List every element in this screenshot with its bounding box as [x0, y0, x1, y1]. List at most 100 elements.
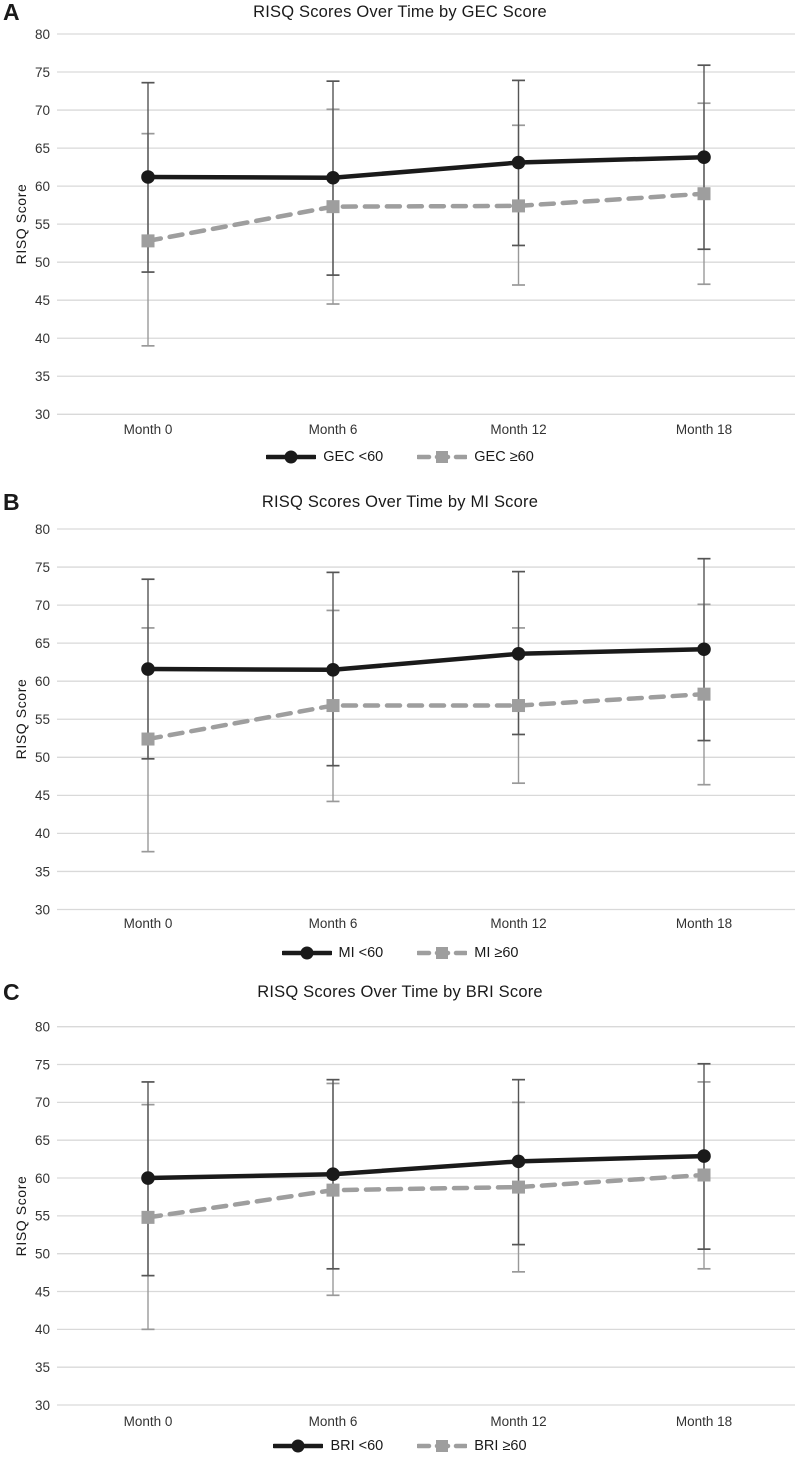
- x-tick-label: Month 6: [309, 1414, 358, 1429]
- legend-key-marker: [291, 1439, 305, 1453]
- series-line-dashed: [145, 691, 707, 742]
- data-point-marker: [511, 1154, 526, 1169]
- y-tick-label: 65: [35, 636, 50, 651]
- y-tick-label: 70: [35, 598, 50, 613]
- legend-item: GEC ≥60: [417, 449, 534, 465]
- y-tick-label: 40: [35, 826, 50, 841]
- data-point-marker: [697, 642, 711, 657]
- legend: BRI <60 BRI ≥60: [0, 1438, 800, 1454]
- legend-dash-square-icon: [417, 451, 468, 463]
- legend-line-circle-icon: [281, 946, 332, 960]
- y-tick-label: 70: [35, 103, 50, 118]
- panel-letter-B: B: [3, 490, 20, 515]
- y-tick-label: 65: [35, 1133, 50, 1148]
- legend-dash-square-icon: [417, 1440, 468, 1452]
- data-point-marker: [697, 1168, 711, 1182]
- data-point-marker: [512, 1180, 525, 1194]
- x-tick-label: Month 12: [490, 422, 546, 437]
- y-tick-label: 35: [35, 369, 50, 384]
- x-tick-label: Month 18: [676, 916, 732, 931]
- y-tick-label: 30: [35, 902, 50, 917]
- y-tick-label: 55: [35, 1209, 50, 1224]
- panel-letter-C: C: [3, 980, 20, 1005]
- x-tick-label: Month 18: [676, 422, 732, 437]
- legend-key-marker: [436, 947, 449, 959]
- legend-item: MI ≥60: [417, 945, 518, 961]
- y-tick-label: 35: [35, 864, 50, 879]
- series-line-dashed: [145, 191, 707, 244]
- chart-title: RISQ Scores Over Time by GEC Score: [253, 3, 547, 21]
- line-chart-MI: 30 35 40 45 50 55 60 65 70 75 80 Month 0 Month 6 Mont…: [35, 522, 795, 931]
- series-line-dashed: [145, 1172, 707, 1220]
- chart-title: RISQ Scores Over Time by BRI Score: [257, 983, 543, 1001]
- y-tick-label: 35: [35, 1360, 50, 1375]
- legend-label: BRI <60: [330, 1438, 384, 1454]
- y-tick-label: 65: [35, 141, 50, 156]
- x-tick-label: Month 0: [124, 422, 173, 437]
- y-tick-label: 50: [35, 255, 50, 270]
- panel-B: B RISQ Scores Over Time by MI Score RISQ…: [0, 490, 800, 980]
- y-tick-label: 80: [35, 1020, 50, 1035]
- data-point-marker: [141, 1171, 155, 1185]
- y-tick-label: 50: [35, 750, 50, 765]
- data-point-marker: [697, 687, 711, 701]
- data-point-marker: [326, 662, 340, 677]
- x-tick-label: Month 0: [124, 916, 173, 931]
- data-point-marker: [512, 699, 525, 713]
- y-tick-label: 30: [35, 407, 50, 422]
- data-point-marker: [141, 170, 155, 184]
- legend-dash-square-icon: [417, 947, 468, 959]
- legend: MI <60 MI ≥60: [0, 945, 800, 961]
- data-point-marker: [697, 1149, 711, 1163]
- data-point-marker: [141, 1210, 155, 1224]
- legend-label: BRI ≥60: [474, 1438, 527, 1454]
- y-tick-label: 70: [35, 1095, 50, 1110]
- legend-item: MI <60: [281, 945, 383, 961]
- y-tick-label: 80: [35, 522, 50, 537]
- y-tick-label: 45: [35, 1284, 50, 1299]
- data-point-marker: [697, 187, 711, 201]
- line-chart-BRI: 30 35 40 45 50 55 60 65 70 75 80 Month 0 Month 6 Mont…: [35, 1020, 795, 1429]
- chart-title: RISQ Scores Over Time by MI Score: [261, 493, 539, 511]
- y-tick-label: 55: [35, 712, 50, 727]
- x-tick-label: Month 6: [309, 916, 358, 931]
- data-point-marker: [511, 647, 526, 661]
- data-point-marker: [326, 200, 340, 214]
- data-point-marker: [326, 1183, 340, 1197]
- legend-item: BRI <60: [273, 1438, 383, 1454]
- legend-key-marker: [300, 946, 314, 960]
- y-tick-label: 50: [35, 1246, 50, 1261]
- data-point-marker: [141, 732, 155, 746]
- legend-key-marker: [436, 451, 449, 463]
- y-tick-label: 55: [35, 217, 50, 232]
- y-tick-label: 75: [35, 560, 50, 575]
- data-point-marker: [326, 1167, 340, 1182]
- x-tick-label: Month 0: [124, 1414, 173, 1429]
- data-point-marker: [141, 662, 155, 676]
- legend-line-circle-icon: [273, 1439, 324, 1453]
- series-line-solid: [145, 1153, 707, 1181]
- y-tick-label: 45: [35, 788, 50, 803]
- legend: GEC <60 GEC ≥60: [0, 449, 800, 465]
- y-tick-label: 75: [35, 65, 50, 80]
- legend-key-marker: [436, 1440, 449, 1452]
- legend-label: MI ≥60: [474, 945, 519, 961]
- y-tick-label: 80: [35, 27, 50, 42]
- data-point-marker: [326, 699, 340, 713]
- legend-item: GEC <60: [266, 449, 383, 465]
- y-tick-label: 40: [35, 331, 50, 346]
- y-tick-label: 60: [35, 674, 50, 689]
- data-point-marker: [512, 199, 525, 213]
- series-line-solid: [145, 154, 707, 181]
- series-line-solid: [145, 646, 707, 673]
- data-point-marker: [326, 170, 340, 185]
- legend-line-circle-icon: [266, 450, 317, 464]
- panel-C: C RISQ Scores Over Time by BRI Score RIS…: [0, 980, 800, 1459]
- y-tick-label: 40: [35, 1322, 50, 1337]
- panel-letter-A: A: [3, 0, 20, 25]
- y-tick-label: 45: [35, 293, 50, 308]
- x-tick-label: Month 6: [309, 422, 358, 437]
- line-chart-GEC: 30 35 40 45 50 55 60 65 70 75 80 Month 0 Month 6 Mont…: [35, 27, 795, 437]
- legend-key-marker: [284, 450, 298, 464]
